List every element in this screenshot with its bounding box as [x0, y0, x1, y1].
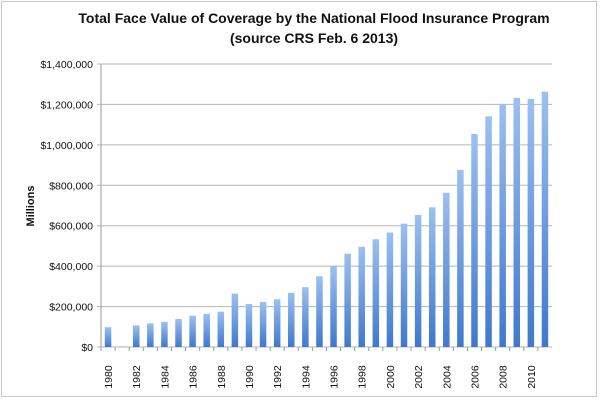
- bar-1982: [132, 325, 140, 347]
- chart-subtitle: (source CRS Feb. 6 2013): [229, 30, 399, 46]
- x-tick-label: 1990: [244, 365, 256, 389]
- y-axis-label: Millions: [25, 186, 37, 227]
- x-tick-label: 1988: [216, 365, 228, 389]
- bar-2005: [457, 169, 464, 347]
- bar-1993: [288, 292, 295, 347]
- x-tick-label: 1986: [188, 365, 200, 389]
- bar-2007: [485, 116, 492, 347]
- bar-2000: [386, 232, 394, 347]
- bar-1990: [245, 303, 253, 347]
- bar-2010: [527, 98, 535, 348]
- bar-1999: [372, 239, 380, 347]
- x-tick-label: 1980: [103, 365, 115, 389]
- bar-1988: [217, 311, 225, 347]
- bar-1989: [231, 293, 239, 347]
- x-tick-label: 2010: [526, 365, 538, 389]
- bar-1997: [344, 253, 351, 347]
- x-tick-label: 1984: [159, 365, 171, 389]
- x-tick-label: 2004: [441, 365, 453, 389]
- y-tick-label: $1,000,000: [40, 140, 93, 152]
- bar-1994: [302, 287, 309, 347]
- bar-1992: [273, 299, 281, 347]
- bar-1984: [161, 321, 168, 347]
- x-tick-label: 1996: [329, 365, 341, 389]
- bar-2004: [443, 192, 450, 347]
- x-tick-label: 1998: [357, 365, 369, 389]
- x-tick-label: 2000: [385, 365, 397, 389]
- y-tick-label: $400,000: [49, 261, 93, 273]
- bar-1996: [330, 266, 337, 347]
- bar-1983: [147, 323, 154, 347]
- y-tick-label: $1,200,000: [40, 99, 93, 111]
- x-tick-label: 1982: [131, 365, 143, 389]
- x-tick-label: 2006: [469, 365, 481, 389]
- y-tick-label: $0: [81, 342, 93, 354]
- x-tick-label: 1994: [300, 365, 312, 389]
- bar-2008: [499, 104, 506, 347]
- bar-2006: [471, 133, 478, 347]
- x-tick-label: 2002: [413, 365, 425, 389]
- bar-1987: [203, 313, 210, 347]
- bar-2003: [428, 207, 436, 347]
- bar-1986: [189, 315, 196, 347]
- y-tick-label: $800,000: [49, 180, 93, 192]
- x-tick-label: 2008: [498, 365, 510, 389]
- bar-2009: [513, 97, 521, 348]
- y-tick-label: $600,000: [49, 221, 93, 233]
- bar-1991: [259, 301, 267, 347]
- chart-title: Total Face Value of Coverage by the Nati…: [78, 10, 550, 26]
- y-tick-label: $200,000: [49, 302, 93, 314]
- bar-2011: [541, 91, 549, 347]
- bar-1980: [104, 327, 112, 347]
- y-tick-label: $1,400,000: [40, 59, 93, 71]
- bar-1998: [358, 246, 365, 347]
- bar-2001: [400, 223, 408, 347]
- bar-1995: [316, 276, 323, 347]
- bar-2002: [414, 215, 422, 347]
- bar-1985: [175, 318, 182, 347]
- x-tick-label: 1992: [272, 365, 284, 389]
